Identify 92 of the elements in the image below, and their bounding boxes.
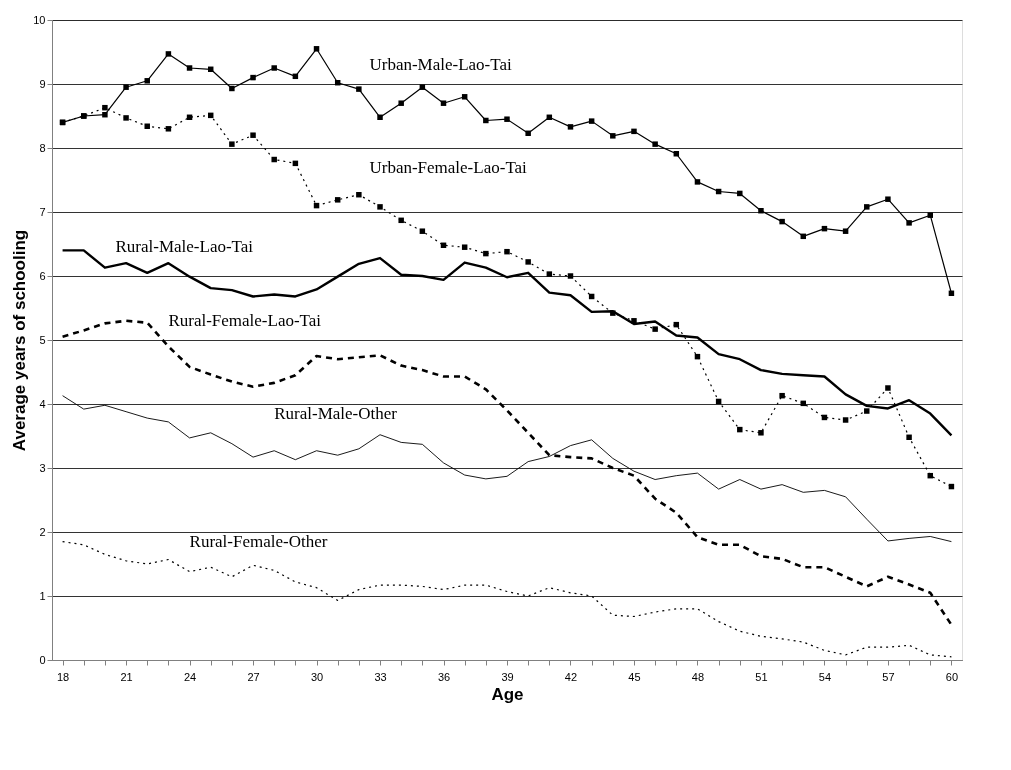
series-label: Rural-Female-Other: [189, 531, 328, 551]
point: [271, 156, 277, 163]
point: [779, 392, 785, 399]
y-tick-label: 0: [39, 653, 46, 666]
point: [567, 273, 574, 279]
point: [525, 130, 531, 137]
point: [334, 197, 341, 203]
point: [525, 259, 531, 265]
x-tick-label: 24: [183, 670, 197, 683]
point: [842, 417, 849, 423]
point: [250, 74, 256, 81]
point: [631, 128, 637, 135]
point: [356, 86, 362, 92]
point: [906, 434, 912, 441]
y-axis-title: Average years of schooling: [10, 229, 30, 452]
x-tick-label: 18: [56, 670, 70, 683]
y-tick-label: 10: [33, 13, 46, 26]
x-tick-label: 60: [945, 670, 959, 683]
y-tick-label: 2: [39, 525, 46, 538]
point: [461, 94, 468, 100]
point: [398, 217, 404, 224]
y-tick-label: 7: [39, 205, 46, 218]
y-tick-label: 6: [39, 269, 46, 282]
point: [419, 84, 426, 90]
series-label: Rural-Male-Other: [274, 403, 398, 423]
point: [377, 114, 383, 121]
series-label: Rural-Female-Lao-Tai: [168, 310, 322, 330]
point: [567, 124, 574, 130]
series-label: Rural-Male-Lao-Tai: [115, 237, 254, 257]
x-tick-label: 57: [882, 670, 895, 683]
x-tick-label: 33: [374, 670, 387, 683]
point: [229, 85, 235, 92]
point: [398, 100, 404, 106]
point: [165, 126, 172, 132]
x-tick-label: 45: [628, 670, 641, 683]
point: [885, 385, 891, 391]
y-tick-label: 1: [39, 589, 46, 602]
point: [758, 207, 764, 214]
point: [906, 220, 912, 226]
point: [779, 218, 785, 225]
point: [483, 117, 489, 124]
point: [737, 426, 743, 433]
y-tick-label: 4: [39, 397, 46, 410]
point: [144, 78, 150, 84]
point: [758, 430, 764, 436]
point: [504, 116, 510, 122]
point: [461, 244, 468, 250]
x-tick-label: 21: [120, 670, 133, 683]
point: [250, 132, 256, 138]
point: [419, 228, 426, 234]
point: [588, 118, 595, 124]
point: [546, 271, 553, 277]
x-axis-title: Age: [491, 684, 524, 704]
x-tick-label: 30: [310, 670, 324, 683]
point: [737, 190, 743, 197]
point: [694, 179, 701, 185]
x-tick-label: 42: [564, 670, 578, 683]
point: [504, 248, 510, 255]
x-tick-label: 54: [818, 670, 832, 683]
x-tick-label: 51: [755, 670, 768, 683]
point: [102, 111, 108, 118]
point: [271, 65, 277, 71]
point: [652, 326, 658, 332]
y-tick-label: 9: [39, 77, 46, 90]
x-tick-label: 39: [501, 670, 514, 683]
point: [885, 196, 891, 202]
series-label: Urban-Male-Lao-Tai: [369, 54, 513, 74]
point: [123, 84, 129, 90]
y-tick-label: 3: [39, 461, 46, 474]
point: [313, 46, 320, 52]
point: [927, 212, 933, 218]
point: [144, 123, 150, 129]
point: [652, 141, 658, 147]
point: [186, 65, 193, 71]
y-tick-label: 5: [39, 333, 46, 346]
x-tick-label: 48: [691, 670, 705, 683]
series-label: Urban-Female-Lao-Tai: [369, 158, 528, 178]
point: [356, 191, 362, 198]
point: [864, 204, 870, 210]
point: [440, 100, 447, 106]
point: [102, 104, 108, 111]
point: [229, 141, 235, 147]
point: [483, 250, 489, 257]
point: [377, 204, 383, 210]
x-tick-label: 27: [247, 670, 260, 683]
point: [123, 115, 129, 121]
point: [610, 133, 616, 139]
x-tick-label: 36: [437, 670, 451, 683]
point: [165, 51, 172, 57]
y-tick-label: 8: [39, 141, 46, 154]
point: [864, 408, 870, 414]
point: [842, 228, 849, 234]
